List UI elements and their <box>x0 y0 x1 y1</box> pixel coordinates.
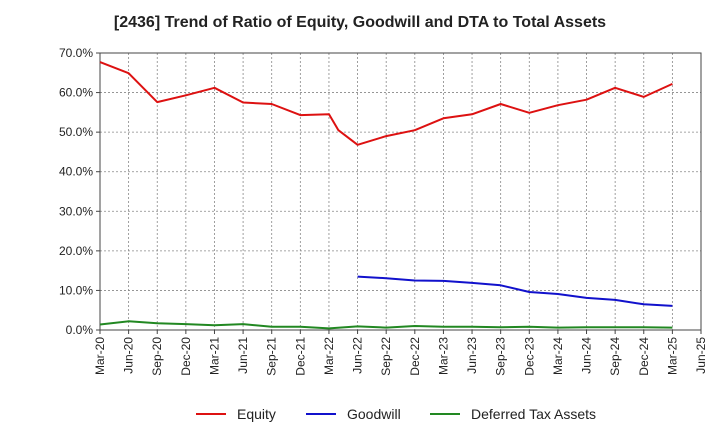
x-tick-label: Dec-21 <box>293 337 307 376</box>
x-tick-label: Jun-24 <box>580 337 594 374</box>
x-tick-label: Jun-22 <box>351 337 365 374</box>
series-line-goodwill <box>357 275 673 307</box>
legend-label: Goodwill <box>347 406 401 422</box>
x-tick-label: Sep-21 <box>265 337 279 376</box>
y-tick-label: 0.0% <box>66 323 94 337</box>
plot-frame <box>99 52 702 331</box>
x-tick-label: Dec-24 <box>637 337 651 376</box>
series-line-deferred-tax-assets <box>99 320 673 330</box>
x-tick-label: Jun-23 <box>465 337 479 374</box>
x-tick-label: Mar-24 <box>551 337 565 375</box>
x-tick-label: Dec-22 <box>408 337 422 376</box>
y-tick-label: 60.0% <box>59 86 93 100</box>
x-tick-label: Mar-20 <box>93 337 107 375</box>
chart-title: [2436] Trend of Ratio of Equity, Goodwil… <box>113 14 607 31</box>
x-tick-label: Jun-21 <box>236 337 250 374</box>
x-tick-label: Mar-25 <box>665 337 679 375</box>
y-tick-label: 10.0% <box>59 283 93 297</box>
y-tick-label: 40.0% <box>59 165 93 179</box>
series-line-equity <box>99 61 673 146</box>
x-tick-label: Sep-24 <box>608 337 622 376</box>
legend-label: Deferred Tax Assets <box>471 406 596 422</box>
y-tick-label: 70.0% <box>59 46 93 60</box>
x-tick-label: Mar-23 <box>436 337 450 375</box>
x-tick-label: Sep-23 <box>494 337 508 376</box>
legend-label: Equity <box>237 406 276 422</box>
x-tick-label: Jun-20 <box>122 337 136 374</box>
x-tick-label: Dec-23 <box>522 337 536 376</box>
y-tick-label: 50.0% <box>59 125 93 139</box>
x-tick-label: Sep-22 <box>379 337 393 376</box>
x-tick-label: Dec-20 <box>179 337 193 376</box>
x-tick-label: Sep-20 <box>150 337 164 376</box>
x-tick-label: Jun-25 <box>694 337 708 374</box>
x-tick-label: Mar-21 <box>207 337 221 375</box>
y-tick-label: 30.0% <box>59 204 93 218</box>
y-tick-label: 20.0% <box>59 244 93 258</box>
x-tick-label: Mar-22 <box>322 337 336 375</box>
